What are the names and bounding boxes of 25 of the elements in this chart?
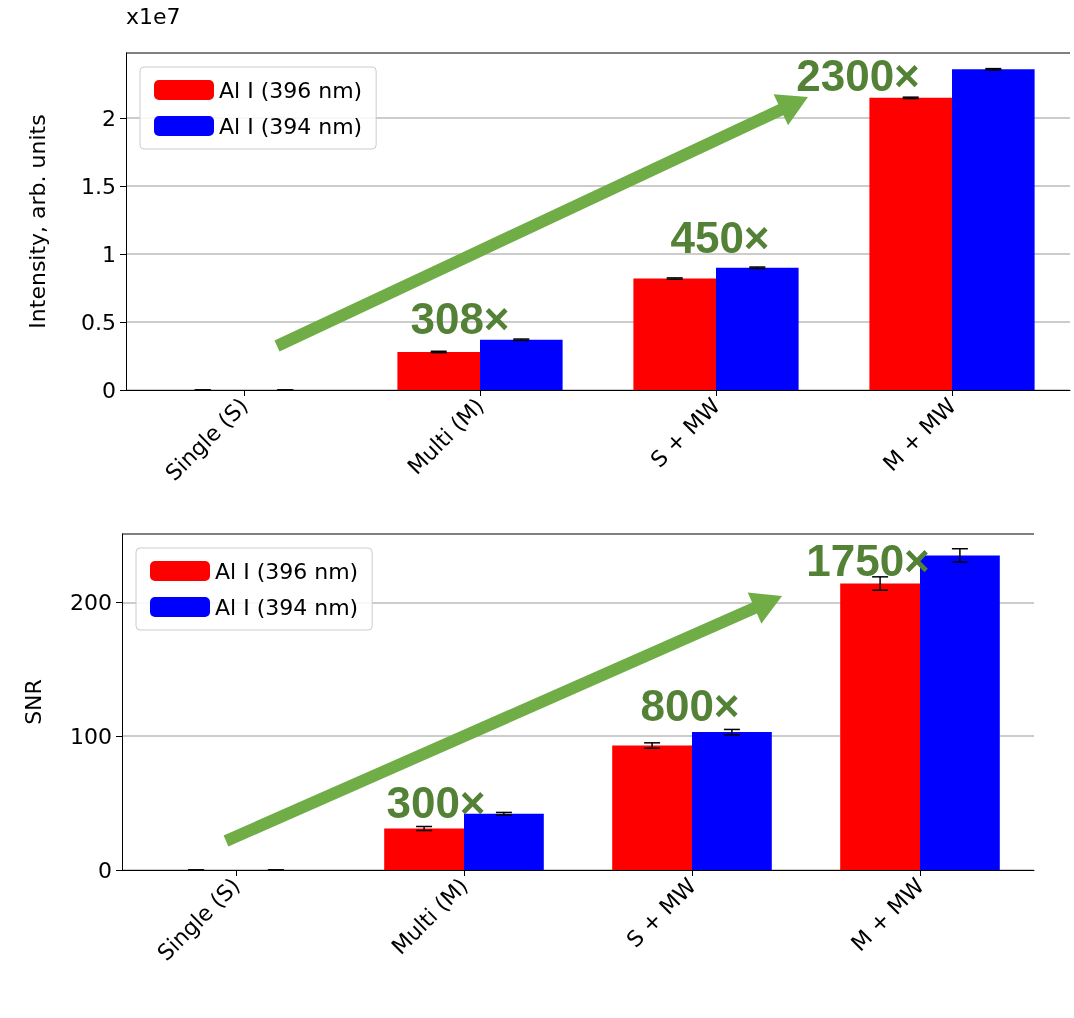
y-tick-label: 1	[102, 241, 116, 267]
annotation: 2300×	[796, 50, 920, 100]
y-tick-label: 0.5	[81, 309, 116, 335]
y-tick-label: 200	[70, 589, 112, 615]
x-tick-label: M + MW	[846, 872, 930, 956]
y-tick-label: 0	[102, 377, 116, 403]
legend-label: Al I (394 nm)	[219, 113, 363, 139]
y-tick-label: 100	[70, 723, 112, 749]
annotation: 450×	[670, 212, 770, 262]
annotation: 300×	[386, 777, 486, 827]
annotation: 308×	[410, 293, 510, 343]
legend-label: Al I (394 nm)	[215, 594, 359, 620]
y-tick-label: 2	[102, 105, 116, 131]
y-tick-label: 1.5	[81, 173, 116, 199]
legend-label: Al I (396 nm)	[219, 77, 363, 103]
annotation: 800×	[640, 680, 740, 730]
text: x1e7	[126, 3, 181, 29]
x-tick-label: M + MW	[878, 392, 962, 476]
annotation: 1750×	[806, 535, 930, 585]
y-axis-title: Intensity, arb. units	[24, 114, 50, 329]
x-tick-label: S + MW	[621, 872, 702, 953]
y-tick-label: 0	[98, 857, 112, 883]
y-axis-title: SNR	[20, 679, 46, 725]
x-tick-label: S + MW	[645, 392, 726, 473]
legend-label: Al I (396 nm)	[215, 558, 359, 584]
